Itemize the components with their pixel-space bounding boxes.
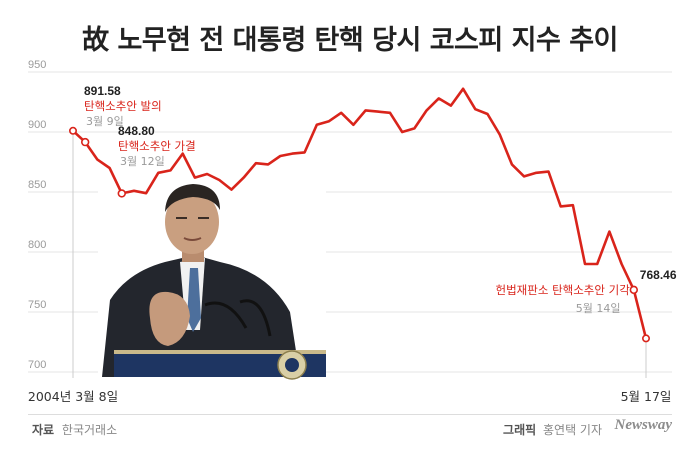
annotation-event: 헌법재판소 탄핵소추안 기각 [496, 283, 631, 297]
source-label: 자료 [32, 423, 55, 437]
y-tick-label: 700 [28, 359, 46, 371]
chart-title: 故 노무현 전 대통령 탄핵 당시 코스피 지수 추이 [82, 25, 618, 56]
source-name: 한국거래소 [61, 423, 118, 437]
y-tick-label: 950 [28, 59, 46, 71]
credit-label: 그래픽 [503, 423, 537, 437]
annotation-point [80, 137, 90, 147]
x-tick-label: 5월 17일 [621, 389, 672, 404]
graphic-credit: 그래픽 홍연택 기자 [503, 421, 602, 438]
x-tick-label: 2004년 3월 8일 [28, 389, 118, 404]
annotation-event: 탄핵소추안 가결 [118, 139, 196, 153]
source-credit: 자료 한국거래소 [32, 421, 117, 438]
x-axis-ticks: 2004년 3월 8일 5월 17일 [28, 389, 672, 404]
y-tick-label: 800 [28, 239, 46, 251]
footer-divider [28, 414, 672, 415]
series-layer [69, 87, 650, 378]
annotation-date: 5월 14일 [576, 301, 621, 315]
annotation-point [629, 285, 639, 295]
annotation-value: 891.58 [84, 84, 121, 98]
annotation-value: 848.80 [118, 124, 155, 138]
y-axis-ticks: 950 900 850 800 750 700 [28, 59, 46, 371]
data-point [69, 126, 78, 135]
data-point [641, 334, 650, 343]
annotation-point [117, 189, 126, 198]
y-tick-label: 900 [28, 119, 46, 131]
annotation-date: 3월 12일 [120, 154, 165, 168]
brand-logo: Newsway [614, 417, 673, 433]
y-tick-label: 850 [28, 179, 46, 191]
annotation-date: 3월 9일 [86, 114, 124, 128]
y-tick-label: 750 [28, 299, 46, 311]
portrait-photo [98, 184, 326, 380]
annotation-value: 768.46 [640, 268, 677, 282]
annotation-event: 탄핵소추안 발의 [84, 99, 162, 113]
kospi-series-line [71, 87, 648, 340]
credit-name: 홍연택 기자 [542, 423, 602, 437]
